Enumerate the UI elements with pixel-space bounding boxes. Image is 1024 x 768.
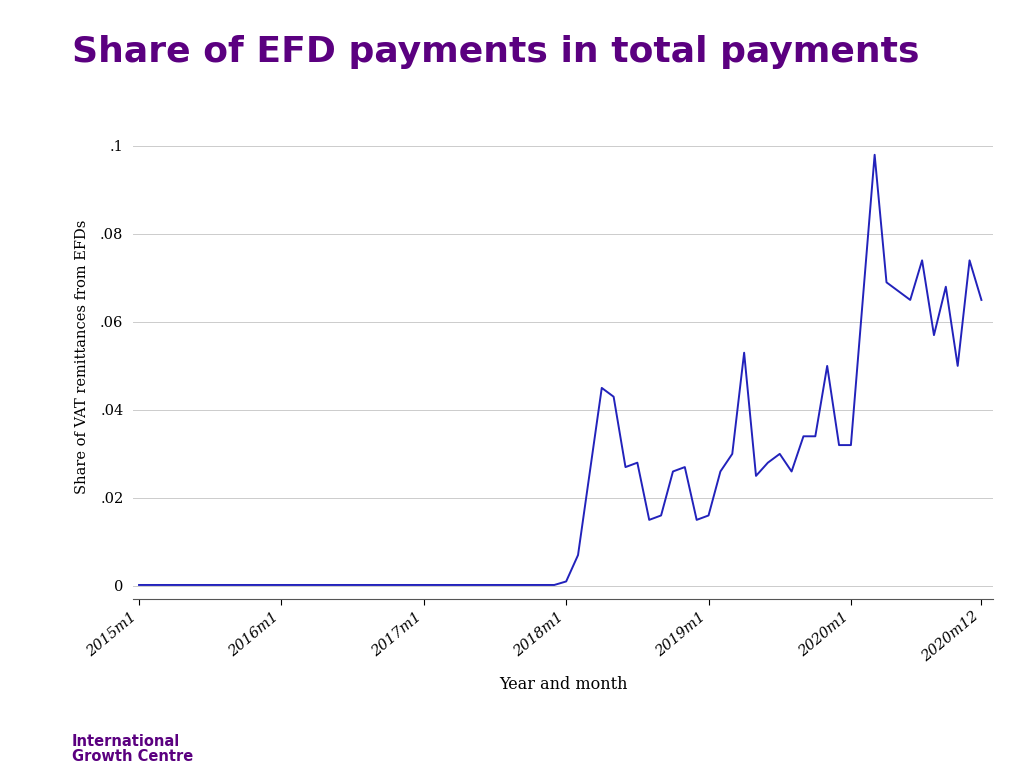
- Y-axis label: Share of VAT remittances from EFDs: Share of VAT remittances from EFDs: [75, 220, 89, 495]
- Text: International: International: [72, 733, 180, 749]
- Text: Growth Centre: Growth Centre: [72, 749, 193, 764]
- X-axis label: Year and month: Year and month: [499, 676, 628, 693]
- Text: Share of EFD payments in total payments: Share of EFD payments in total payments: [72, 35, 920, 68]
